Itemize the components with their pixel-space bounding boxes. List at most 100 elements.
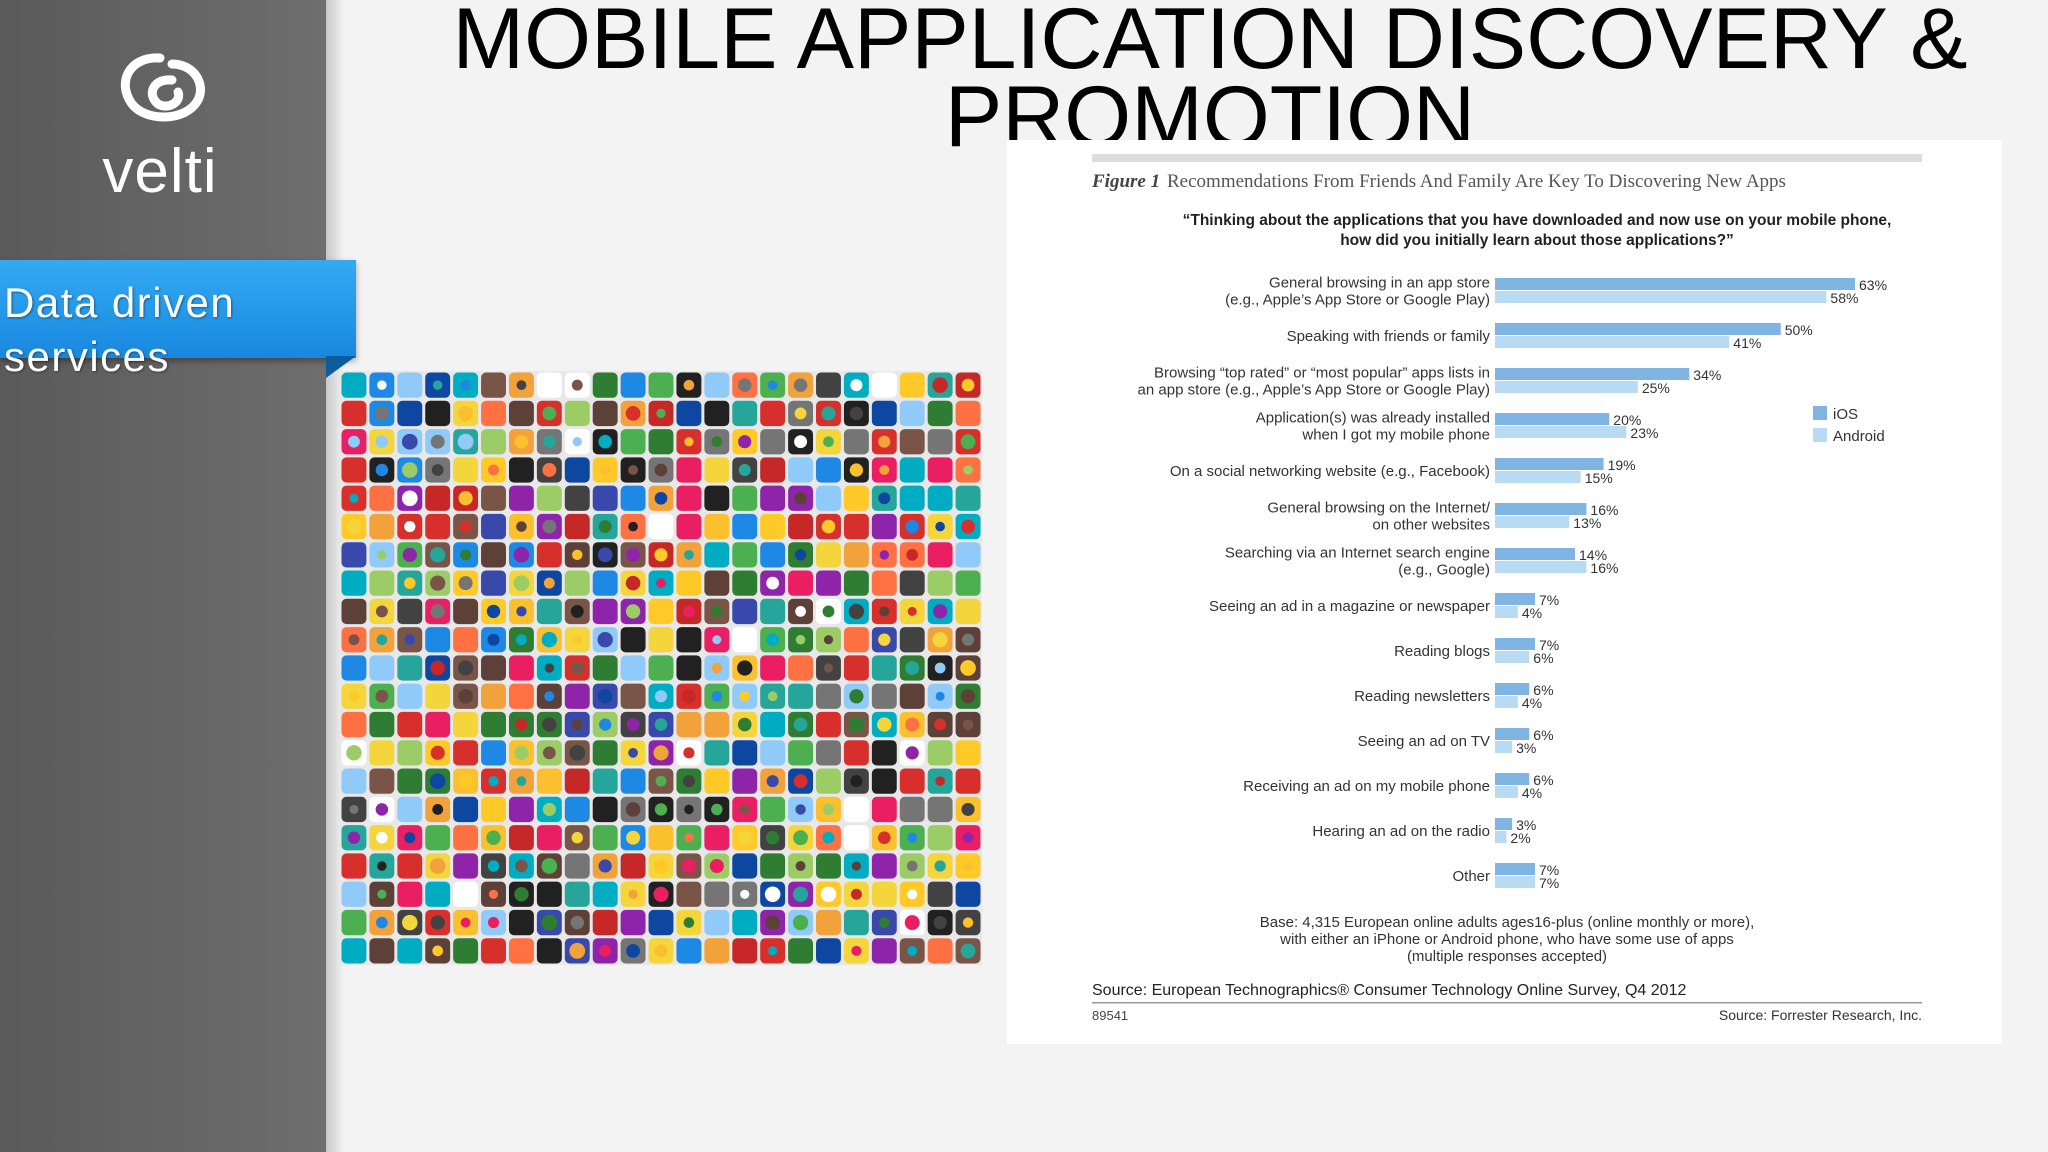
app-icon-glyph: [626, 830, 641, 845]
app-icon-glyph: [850, 746, 863, 760]
app-icon: [704, 909, 730, 936]
bar-value-label: 50%: [1785, 322, 1813, 338]
app-icon: [704, 400, 730, 427]
app-icon: [481, 400, 506, 427]
app-icon-glyph: [932, 632, 948, 648]
app-icon-glyph: [348, 435, 360, 448]
app-icon-glyph: [430, 745, 445, 760]
app-icon-glyph: [599, 718, 612, 731]
app-icon: [899, 768, 925, 794]
app-icon: [899, 457, 925, 483]
app-icon: [648, 627, 674, 653]
bar-android: [1495, 741, 1513, 753]
app-icon-glyph: [822, 605, 835, 618]
category-label: On a social networking website (e.g., Fa…: [1170, 463, 1490, 480]
app-icon-glyph: [515, 718, 528, 731]
app-icon: [732, 740, 758, 766]
app-icon: [704, 457, 730, 483]
category-label: Receiving an ad on my mobile phone: [1243, 778, 1490, 795]
bar-value-label: 19%: [1608, 457, 1636, 473]
app-icon-glyph: [794, 491, 807, 505]
app-icon-glyph: [572, 549, 583, 561]
app-icon-glyph: [794, 549, 807, 561]
app-icon-glyph: [488, 917, 500, 929]
category-label-line: General browsing on the Internet/: [1267, 500, 1490, 517]
app-icon-glyph: [961, 633, 975, 646]
app-icon-glyph: [515, 634, 527, 646]
bars-group: General browsing in an app store (e.g., A…: [1138, 275, 1887, 892]
category-label: Searching via an Internet search engine(…: [1225, 545, 1490, 579]
app-icon-glyph: [738, 435, 752, 449]
app-icon: [871, 513, 897, 540]
app-icon: [620, 909, 646, 936]
app-icon: [955, 881, 981, 907]
app-icon: [760, 598, 786, 625]
app-icon-glyph: [541, 632, 558, 648]
app-icon: [816, 542, 841, 568]
app-icon-glyph: [628, 889, 638, 899]
app-icon-glyph: [375, 803, 389, 816]
category-row: Seeing an ad in a magazine or newspaper 7…: [1209, 592, 1559, 621]
app-icon: [648, 825, 674, 851]
category-label-line: Hearing an ad on the radio: [1312, 823, 1490, 840]
app-icon-glyph: [681, 689, 697, 704]
app-icon-glyph: [795, 606, 806, 617]
app-icon-glyph: [764, 886, 781, 903]
app-icon-glyph: [822, 831, 835, 844]
app-icon-glyph: [849, 406, 864, 421]
app-icon: [955, 768, 981, 794]
app-icon: [536, 881, 562, 907]
app-icon: [648, 909, 674, 936]
base-note-line: Base: 4,315 European online adults ages1…: [1260, 914, 1754, 931]
app-icon: [843, 627, 869, 653]
app-icon: [760, 740, 786, 766]
app-icon: [732, 853, 758, 879]
app-icon-glyph: [349, 493, 359, 503]
bar-value-label: 6%: [1533, 682, 1553, 698]
app-icon-glyph: [628, 521, 638, 532]
app-icon: [620, 372, 646, 398]
app-icon-glyph: [570, 915, 584, 930]
app-icons-mosaic: [340, 371, 982, 965]
app-icon: [704, 938, 730, 964]
app-icon-glyph: [348, 691, 360, 702]
app-icon: [871, 372, 897, 398]
category-row: Hearing an ad on the radio 3%2%: [1312, 817, 1536, 846]
app-icon-glyph: [516, 776, 527, 787]
app-icon-glyph: [375, 689, 389, 703]
app-icon-glyph: [738, 463, 751, 477]
app-icon-glyph: [458, 689, 473, 704]
bar-android: [1495, 831, 1507, 843]
bar-value-label: 14%: [1579, 547, 1607, 563]
app-icon-glyph: [681, 858, 697, 874]
app-icon-glyph: [653, 858, 669, 874]
app-icon: [871, 683, 897, 709]
app-icon-glyph: [878, 633, 891, 646]
app-icon-glyph: [542, 717, 557, 732]
app-icon: [453, 825, 479, 851]
bar-android: [1495, 426, 1627, 438]
app-icon-glyph: [377, 889, 387, 899]
bar-value-label: 58%: [1830, 290, 1858, 306]
app-icon-glyph: [488, 775, 499, 787]
app-icon: [871, 853, 897, 879]
app-icon-glyph: [934, 662, 946, 674]
app-icon: [871, 655, 897, 681]
app-icon-glyph: [878, 492, 891, 505]
app-icon: [397, 683, 423, 709]
app-icon-glyph: [711, 690, 723, 702]
app-icon-glyph: [823, 436, 834, 448]
app-icon-glyph: [792, 914, 809, 931]
app-icon: [899, 796, 925, 823]
section-tab[interactable]: [0, 260, 356, 358]
app-icon-glyph: [542, 463, 557, 477]
legend-label: Android: [1833, 428, 1885, 445]
app-icon: [536, 542, 562, 568]
app-icon: [481, 711, 506, 738]
app-icon: [816, 853, 841, 879]
app-icon: [369, 513, 395, 540]
app-icon: [760, 542, 786, 568]
app-icon-glyph: [570, 661, 584, 675]
app-icon: [341, 570, 367, 596]
app-icon: [536, 372, 562, 398]
